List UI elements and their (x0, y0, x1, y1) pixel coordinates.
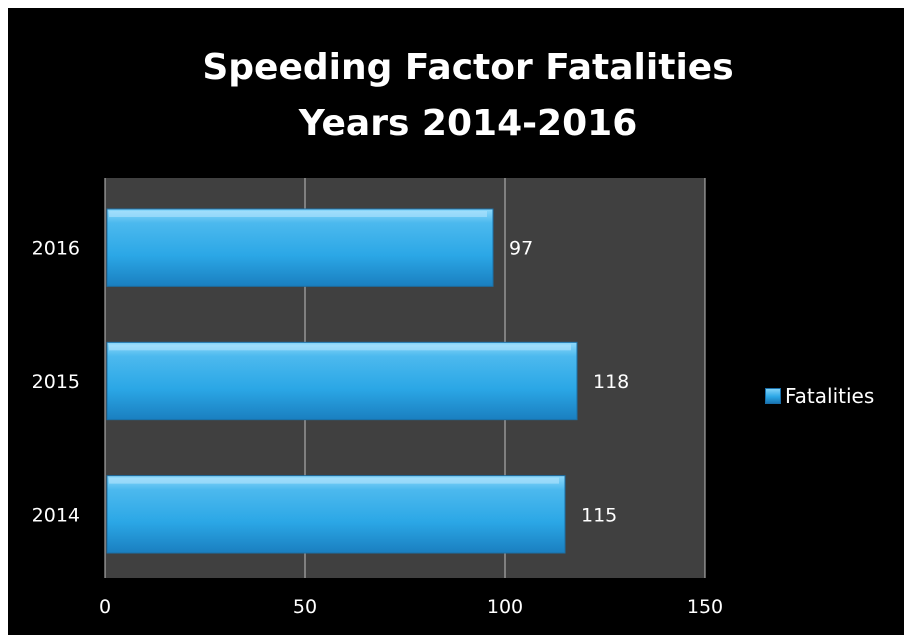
legend-label-fatalities: Fatalities (785, 384, 875, 408)
chart-frame: Speeding Factor Fatalities Years 2014-20… (8, 8, 904, 635)
category-label-2014: 2014 (32, 504, 80, 526)
bar-chart: 97 118 115 2016 2015 2014 0 50 100 150 (32, 178, 723, 618)
bar-highlight-2016 (109, 211, 487, 217)
x-tick-label-100: 100 (487, 596, 523, 618)
category-label-2016: 2016 (32, 238, 80, 260)
x-tick-label-50: 50 (293, 596, 317, 618)
chart-title: Speeding Factor Fatalities Years 2014-20… (8, 40, 904, 152)
bar-2016 (106, 208, 494, 287)
value-label-2016: 97 (509, 238, 533, 260)
legend-swatch-fatalities (765, 388, 781, 404)
value-label-2015: 118 (593, 371, 629, 393)
bar-highlight-2015 (109, 344, 571, 351)
chart-title-line-1: Speeding Factor Fatalities (202, 47, 734, 88)
x-tick-label-0: 0 (99, 596, 111, 618)
chart-title-line-2: Years 2014-2016 (298, 103, 638, 144)
bar-2014 (106, 475, 566, 554)
value-label-2014: 115 (581, 504, 617, 526)
x-tick-label-150: 150 (687, 596, 723, 618)
category-label-2015: 2015 (32, 371, 80, 393)
bar-highlight-2014 (109, 477, 559, 484)
legend: Fatalities (765, 384, 874, 408)
bar-2015 (106, 341, 578, 421)
